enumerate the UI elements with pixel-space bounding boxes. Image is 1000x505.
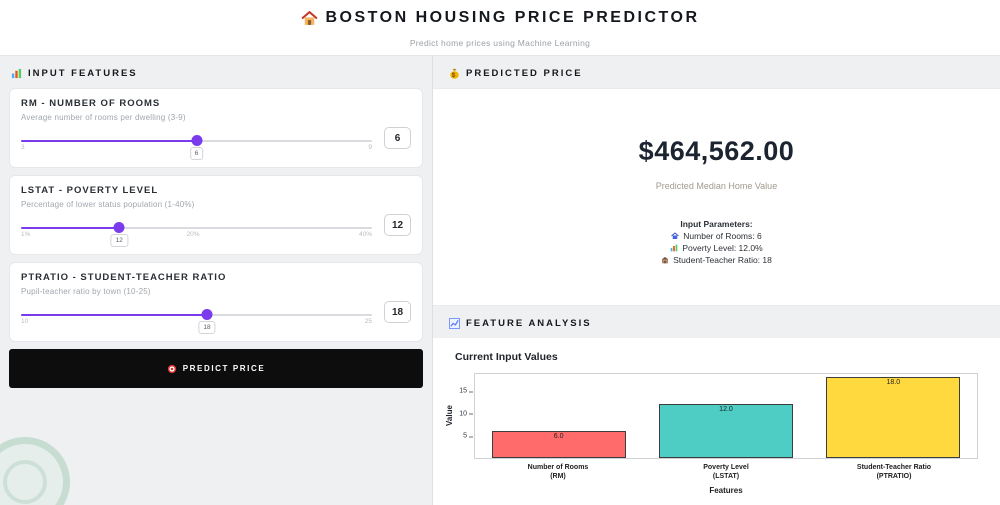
prediction-result-panel: $464,562.00 Predicted Median Home Value …: [433, 88, 1000, 306]
slider-card-ptratio: PTRATIO - STUDENT-TEACHER RATIO Pupil-te…: [9, 262, 423, 342]
slider-max-label: 9: [368, 143, 372, 151]
y-axis-ticks: 5 10 15: [454, 373, 474, 459]
slider-title: LSTAT - POVERTY LEVEL: [21, 185, 159, 196]
param-text: Student-Teacher Ratio: 18: [673, 255, 772, 265]
slider-description: Percentage of lower status population (1…: [21, 200, 195, 209]
house-icon: [671, 232, 680, 240]
school-icon: [661, 256, 669, 264]
slider-min-label: 1%: [21, 230, 31, 238]
bar-slot: 6.0: [475, 374, 642, 458]
slider-fill: [21, 313, 208, 316]
money-bag-icon: $: [449, 68, 460, 79]
slider-card-lstat: LSTAT - POVERTY LEVEL Percentage of lowe…: [9, 175, 423, 255]
param-text: Number of Rooms: 6: [683, 231, 762, 241]
slider-min-label: 10: [21, 317, 29, 325]
bar-slot: 18.0: [810, 374, 977, 458]
slider-value-bubble: 6: [189, 146, 204, 160]
param-line-rooms: Number of Rooms: 6: [433, 230, 1000, 242]
app-header: BOSTON HOUSING PRICE PREDICTOR Predict h…: [0, 0, 1000, 56]
page-subtitle: Predict home prices using Machine Learni…: [409, 37, 591, 48]
bar-chart-icon: [670, 244, 678, 252]
slider-value-bubble: 18: [198, 320, 216, 334]
slider-min-label: 3: [21, 143, 25, 151]
chart-up-icon: [449, 318, 460, 329]
predict-price-label: PREDICT PRICE: [182, 364, 266, 373]
slider-track[interactable]: [21, 226, 372, 229]
ptratio-slider[interactable]: 18 10 25: [21, 308, 372, 334]
param-line-ptratio: Student-Teacher Ratio: 18: [433, 254, 1000, 266]
slider-handle[interactable]: [191, 134, 202, 146]
bar-slot: 12.0: [642, 374, 809, 458]
slider-fill: [21, 139, 197, 142]
bar-value-label: 18.0: [886, 378, 901, 386]
predicted-price-caption: Predicted Median Home Value: [655, 181, 778, 191]
target-icon: [167, 364, 177, 374]
feature-analysis-header: FEATURE ANALYSIS: [433, 306, 1000, 338]
bar-value-label: 12.0: [719, 405, 733, 413]
slider-description: Average number of rooms per dwelling (3-…: [21, 113, 186, 122]
slider-description: Pupil-teacher ratio by town (10-25): [21, 287, 151, 296]
input-parameters-title: Input Parameters:: [680, 219, 753, 229]
x-category-label: Student-Teacher Ratio (PTRATIO): [856, 464, 932, 480]
results-panel: $ PREDICTED PRICE $464,562.00 Predicted …: [433, 56, 1000, 505]
slider-title: PTRATIO - STUDENT-TEACHER RATIO: [21, 272, 227, 283]
chart-bar-2: 18.0: [826, 376, 961, 458]
slider-handle[interactable]: [113, 221, 125, 233]
param-text: Poverty Level: 12.0%: [682, 243, 763, 253]
ptratio-value-input[interactable]: 18: [384, 301, 411, 323]
predict-price-button[interactable]: PREDICT PRICE: [9, 349, 423, 388]
slider-max-label: 40%: [358, 230, 372, 238]
plot-area: 6.0 12.0 18.0: [474, 373, 978, 459]
page-title: BOSTON HOUSING PRICE PREDICTOR: [300, 9, 700, 27]
input-features-header: INPUT FEATURES: [9, 66, 423, 88]
input-features-panel: INPUT FEATURES RM - NUMBER OF ROOMS Aver…: [0, 56, 433, 505]
predicted-price-value: $464,562.00: [638, 136, 795, 166]
bar-value-label: 6.0: [553, 432, 564, 440]
x-category-label: Number of Rooms (RM): [527, 464, 589, 480]
house-icon: [300, 10, 318, 27]
slider-title: RM - NUMBER OF ROOMS: [21, 98, 161, 109]
x-axis-label: Features: [709, 486, 743, 495]
chart-bar-0: 6.0: [491, 430, 626, 458]
plot-column: 6.0 12.0 18.0 Number of Rooms (RM) Poverty L…: [474, 373, 978, 495]
slider-mid-label: 20%: [186, 230, 200, 238]
svg-text:$: $: [452, 72, 457, 79]
main-content: INPUT FEATURES RM - NUMBER OF ROOMS Aver…: [0, 56, 1000, 505]
predicted-price-header: $ PREDICTED PRICE: [433, 56, 1000, 88]
x-category-label: Poverty Level (LSTAT): [703, 464, 749, 480]
bar-chart-icon: [11, 68, 22, 79]
y-tick-label: 10: [459, 410, 473, 418]
predicted-price-title: PREDICTED PRICE: [466, 68, 583, 79]
slider-value-bubble: 12: [110, 233, 128, 247]
chart-title: Current Input Values: [455, 351, 558, 363]
feature-analysis-title: FEATURE ANALYSIS: [466, 318, 592, 329]
slider-fill: [21, 226, 120, 229]
y-axis-label: Value: [445, 405, 454, 427]
lstat-value-input[interactable]: 12: [384, 214, 411, 236]
input-parameters-block: Input Parameters: Number of Rooms: 6 Pov…: [433, 218, 1000, 266]
bar-chart: Value 5 10 15 6.0 12.0 18.0 Number of Rooms(…: [445, 373, 978, 495]
chart-bar-1: 12.0: [659, 403, 793, 458]
input-features-title: INPUT FEATURES: [28, 68, 138, 79]
rm-slider[interactable]: 6 3 9: [21, 134, 372, 160]
feature-analysis-chart-panel: Current Input Values Value 5 10 15 6.0 12.0…: [433, 338, 1000, 505]
page-title-text: BOSTON HOUSING PRICE PREDICTOR: [325, 9, 700, 26]
y-tick-label: 15: [459, 387, 473, 395]
x-axis-category-labels: Number of Rooms (RM) Poverty Level (LSTAT) S…: [474, 463, 978, 481]
param-line-poverty: Poverty Level: 12.0%: [433, 242, 1000, 254]
slider-handle[interactable]: [201, 308, 213, 320]
rm-value-input[interactable]: 6: [384, 127, 411, 149]
y-tick-label: 5: [463, 432, 473, 440]
slider-card-rm: RM - NUMBER OF ROOMS Average number of r…: [9, 88, 423, 168]
slider-max-label: 25: [364, 317, 372, 325]
lstat-slider[interactable]: 12 1% 20% 40%: [21, 221, 372, 247]
